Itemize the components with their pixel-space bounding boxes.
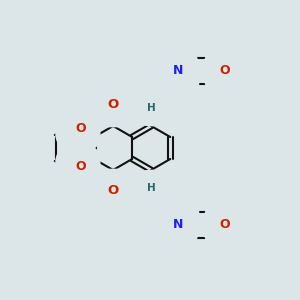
Text: O: O <box>75 122 86 136</box>
Text: H: H <box>147 103 156 113</box>
Text: N: N <box>174 214 184 227</box>
Text: O: O <box>107 98 119 112</box>
Text: H: H <box>69 162 78 172</box>
Text: H: H <box>147 183 156 193</box>
Text: NH: NH <box>150 103 169 113</box>
Text: N: N <box>173 64 183 77</box>
Text: O: O <box>75 160 86 173</box>
Text: O: O <box>107 184 119 197</box>
Text: N: N <box>173 218 183 232</box>
Text: H: H <box>69 124 78 134</box>
Text: O: O <box>219 64 230 77</box>
Text: O: O <box>219 218 230 232</box>
Text: NH: NH <box>150 183 169 193</box>
Text: N: N <box>174 68 184 82</box>
